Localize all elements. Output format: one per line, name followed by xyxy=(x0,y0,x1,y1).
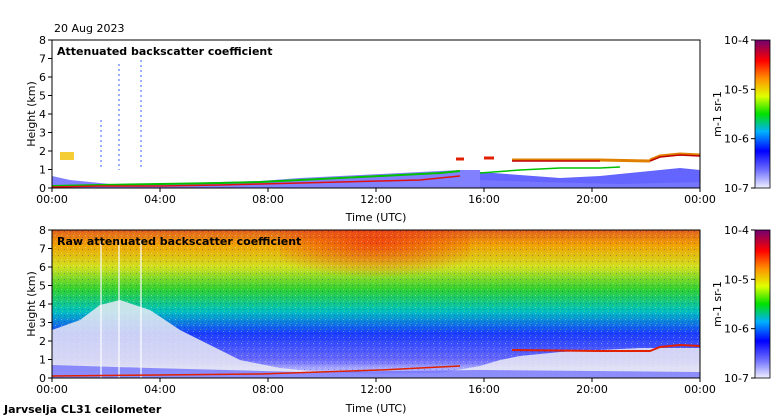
top-low-cloud-green xyxy=(479,166,621,174)
top-y-tick-label: 8 xyxy=(39,34,46,47)
top-early-aerosol xyxy=(60,152,74,160)
top-y-tick-label: 1 xyxy=(39,164,46,177)
top-colorbar-tick-label: 10-6 xyxy=(724,133,749,146)
top-x-tick-label: 16:00 xyxy=(468,193,500,206)
top-cloud-layer-b xyxy=(599,158,651,163)
top-colorbar-label: m-1 sr-1 xyxy=(711,91,724,137)
top-colorbar-tick-label: 10-5 xyxy=(724,83,749,96)
top-aerosol-lower xyxy=(480,180,700,188)
bottom-y-tick-label: 3 xyxy=(39,317,46,330)
bottom-x-tick-label: 20:00 xyxy=(576,383,608,396)
top-y-tick-label: 5 xyxy=(39,90,46,103)
top-x-axis-label: Time (UTC) xyxy=(345,211,407,224)
top-x-tick-label: 08:00 xyxy=(252,193,284,206)
bottom-cloud-layer xyxy=(511,343,701,352)
bottom-y-axis-label: Height (km) xyxy=(25,271,38,337)
bottom-colorbar: 10-7 10-6 10-5 10-4 m-1 sr-1 xyxy=(711,224,771,385)
top-aerosol-layer xyxy=(52,170,480,188)
bottom-y-tick-label: 0 xyxy=(39,372,46,385)
bottom-y-tick-label: 5 xyxy=(39,280,46,293)
bottom-colorbar-scale xyxy=(754,229,771,379)
top-y-tick-label: 2 xyxy=(39,145,46,158)
top-boundary-layer-red xyxy=(51,175,461,188)
top-y-tick-label: 3 xyxy=(39,127,46,140)
bottom-colorbar-tick-label: 10-6 xyxy=(724,323,749,336)
top-x-tick-label: 00:00 xyxy=(684,193,716,206)
top-y-tick-label: 0 xyxy=(39,182,46,195)
bottom-x-tick-label: 16:00 xyxy=(468,383,500,396)
bottom-colorbar-label: m-1 sr-1 xyxy=(711,281,724,327)
bottom-x-tick-label: 00:00 xyxy=(684,383,716,396)
bottom-x-tick-label: 12:00 xyxy=(360,383,392,396)
bottom-y-tick-label: 1 xyxy=(39,354,46,367)
top-colorbar-tick-label: 10-7 xyxy=(724,182,749,195)
bottom-y-ticks: 0 1 2 3 4 5 6 7 8 xyxy=(39,224,52,385)
bottom-boundary-layer xyxy=(51,365,461,377)
bottom-panel: Raw attenuated backscatter coefficient 0… xyxy=(25,224,716,415)
bottom-x-tick-label: 04:00 xyxy=(144,383,176,396)
top-y-tick-label: 6 xyxy=(39,71,46,84)
top-y-tick-label: 7 xyxy=(39,53,46,66)
bottom-panel-title: Raw attenuated backscatter coefficient xyxy=(57,235,301,248)
bottom-colorbar-tick-label: 10-5 xyxy=(724,273,749,286)
top-panel-title: Attenuated backscatter coefficient xyxy=(57,45,273,58)
top-x-tick-label: 20:00 xyxy=(576,193,608,206)
bottom-y-tick-label: 6 xyxy=(39,261,46,274)
top-cloud-layer-c xyxy=(649,152,701,162)
top-y-tick-label: 4 xyxy=(39,108,46,121)
top-plot-background xyxy=(52,40,700,188)
bottom-x-axis-label: Time (UTC) xyxy=(345,402,407,415)
bottom-y-tick-label: 2 xyxy=(39,335,46,348)
bottom-colorbar-tick-label: 10-4 xyxy=(724,224,749,237)
bottom-x-ticks: 00:00 04:00 08:00 12:00 16:00 20:00 00:00 xyxy=(36,378,716,396)
top-colorbar-tick-label: 10-4 xyxy=(724,34,749,47)
top-panel: Attenuated backscatter coefficient 0 1 2 3 4… xyxy=(25,34,716,224)
bottom-colorbar-ticks: 10-7 10-6 10-5 10-4 xyxy=(724,224,755,385)
bottom-y-tick-label: 8 xyxy=(39,224,46,237)
bottom-x-tick-label: 00:00 xyxy=(36,383,68,396)
top-y-axis-label: Height (km) xyxy=(25,81,38,147)
top-boundary-layer-green xyxy=(51,170,461,187)
top-x-tick-label: 00:00 xyxy=(36,193,68,206)
bottom-x-tick-label: 08:00 xyxy=(252,383,284,396)
bottom-y-tick-label: 4 xyxy=(39,298,46,311)
top-x-tick-label: 12:00 xyxy=(360,193,392,206)
top-x-tick-label: 04:00 xyxy=(144,193,176,206)
top-cloud-layer-c-core xyxy=(649,154,701,162)
date-label: 20 Aug 2023 xyxy=(54,22,124,35)
top-colorbar: 10-7 10-6 10-5 10-4 m-1 sr-1 xyxy=(711,34,771,195)
bottom-y-tick-label: 7 xyxy=(39,243,46,256)
top-colorbar-scale xyxy=(754,39,771,189)
station-label: Jarvselja CL31 ceilometer xyxy=(3,403,162,416)
top-y-ticks: 0 1 2 3 4 5 6 7 8 xyxy=(39,34,52,195)
top-colorbar-ticks: 10-7 10-6 10-5 10-4 xyxy=(724,34,755,195)
top-x-ticks: 00:00 04:00 08:00 12:00 16:00 20:00 00:00 xyxy=(36,188,716,206)
bottom-low-clear-region xyxy=(52,300,700,378)
bottom-colorbar-tick-label: 10-7 xyxy=(724,372,749,385)
